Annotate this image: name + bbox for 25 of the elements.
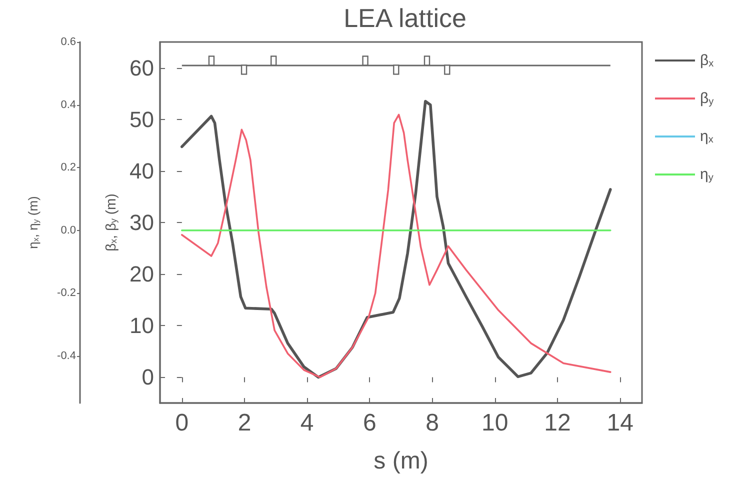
y2-tick-label: 0.0 (60, 224, 76, 236)
y2-tick-label: -0.2 (57, 287, 76, 300)
x-tick-label: 6 (363, 410, 376, 436)
y-axis-title: βx, βy (m) (102, 194, 118, 252)
x-tick-label: 8 (426, 410, 439, 436)
y-tick-label: 50 (130, 106, 154, 132)
x-tick-label: 2 (238, 410, 252, 436)
x-axis-title: s (m) (374, 448, 428, 474)
y-tick-label: 60 (130, 55, 154, 80)
y-tick-label: 20 (130, 262, 154, 287)
x-tick-label: 12 (544, 410, 571, 436)
y-tick-label: 40 (130, 158, 154, 184)
x-tick-label: 14 (606, 410, 634, 436)
y-tick-label: 30 (130, 210, 154, 235)
y-tick-label: 10 (130, 313, 154, 338)
x-tick-label: 4 (300, 410, 314, 436)
y2-tick-label: 0.2 (60, 162, 76, 174)
y2-tick-label: 0.4 (60, 98, 76, 111)
chart-title: LEA lattice (344, 3, 466, 33)
y2-axis-title: ηx, ηy (m) (26, 196, 40, 249)
x-tick-label: 0 (175, 410, 189, 436)
y2-tick-label: 0.6 (60, 36, 76, 48)
y-tick-label: 0 (142, 364, 154, 390)
y2-tick-label: -0.4 (57, 350, 76, 362)
x-tick-label: 10 (482, 410, 508, 436)
